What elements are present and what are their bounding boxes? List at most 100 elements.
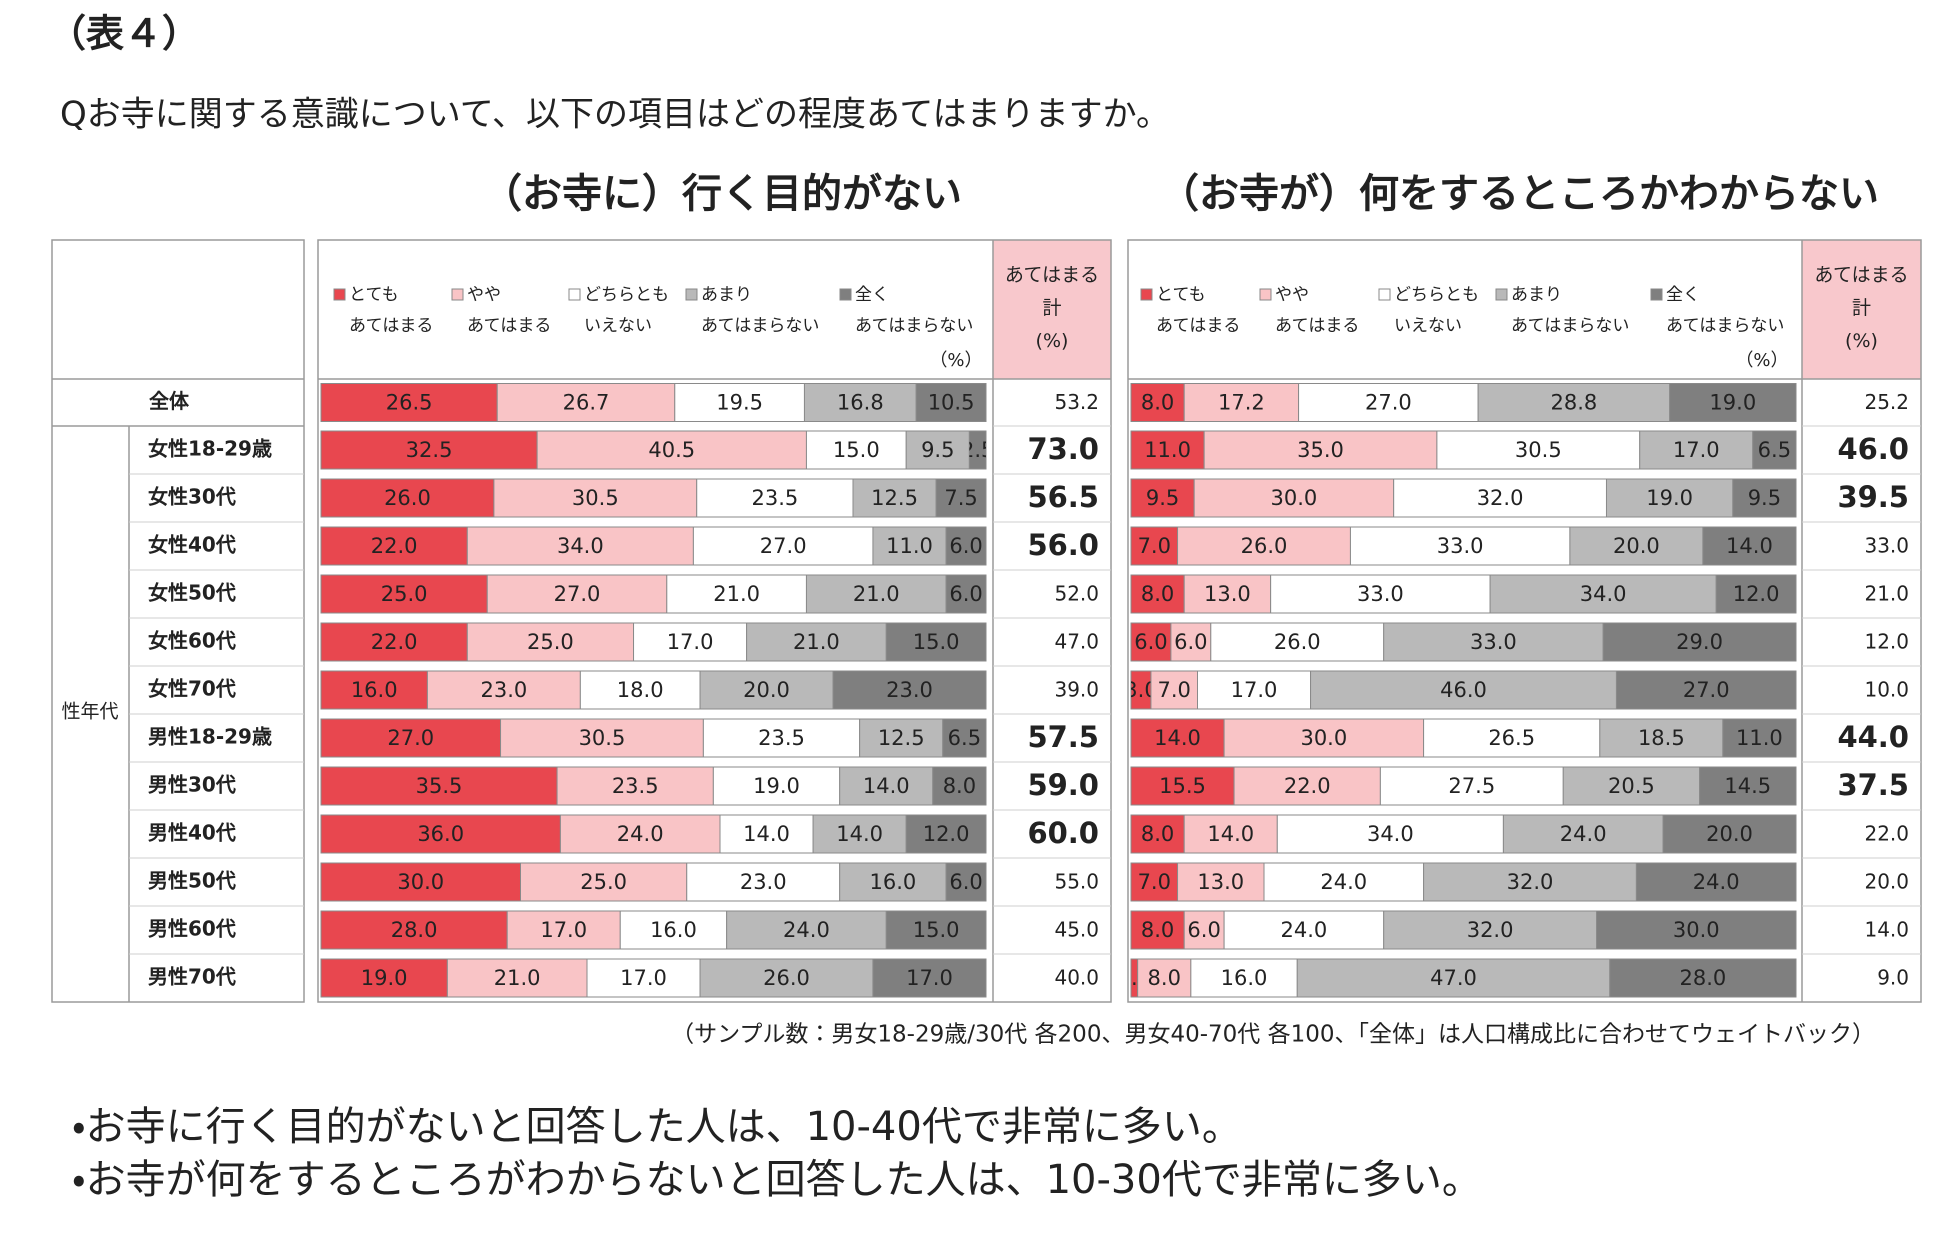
segment-label: 7.0 — [1138, 870, 1171, 894]
segment-label-clip: 10.5 — [928, 391, 975, 415]
segment-label: 6.0 — [949, 870, 982, 894]
segment-label: 32.0 — [1467, 918, 1514, 942]
bar-segment — [1669, 383, 1797, 422]
segment-label: 21.0 — [713, 582, 760, 606]
segment-label: 28.8 — [1551, 391, 1598, 415]
segment-label: 32.0 — [1477, 486, 1524, 510]
unit-label: （%） — [1735, 350, 1788, 371]
segment-label: 19.0 — [1709, 391, 1756, 415]
segment-label: 14.0 — [1726, 534, 1773, 558]
segment-label: 15.5 — [1159, 774, 1206, 798]
segment-label: 19.5 — [716, 391, 763, 415]
segment-label: 24.0 — [1560, 822, 1607, 846]
bar-segment — [932, 766, 987, 806]
segment-label: 16.0 — [1221, 966, 1268, 990]
segment-label-clip: 6.5 — [1758, 438, 1791, 462]
bar-segment — [1203, 430, 1438, 470]
bar-segment — [1699, 766, 1797, 806]
segment-label-clip: 8.0 — [1141, 822, 1174, 846]
segment-label: 46.0 — [1440, 678, 1487, 702]
question: Qお寺に関する意識について、以下の項目はどの程度あてはまりますか。 — [60, 95, 1170, 135]
segment-label: 30.5 — [579, 726, 626, 750]
legend-swatch — [333, 288, 346, 301]
segment-label-clip: 18.5 — [1638, 726, 1685, 750]
bar-segment — [320, 526, 468, 566]
segment-label-clip: 30.0 — [1673, 918, 1720, 942]
segment-label-clip: 19.0 — [1709, 391, 1756, 415]
segment-label-clip: 9.5 — [1146, 486, 1179, 510]
segment-label: 26.0 — [763, 966, 810, 990]
segment-label: 16.0 — [351, 678, 398, 702]
row-label: 男性50代 — [148, 869, 236, 893]
bar-segment — [935, 478, 987, 518]
segment-label: 27.0 — [554, 582, 601, 606]
legend-label: とてもあてはまる — [1156, 285, 1240, 336]
bar-segment — [1183, 383, 1300, 422]
bar-segment — [945, 526, 987, 566]
bar-segment — [805, 430, 907, 470]
bar-segment — [466, 526, 694, 566]
bar-segment — [1130, 574, 1185, 614]
segment-label: 12.5 — [878, 726, 925, 750]
segment-label: 11.0 — [1144, 438, 1191, 462]
segment-label-clip: 3.0 — [1131, 678, 1151, 702]
segment-label-clip: 16.0 — [351, 678, 398, 702]
total-value: 57.5 — [1027, 720, 1099, 754]
bar-segment — [719, 814, 814, 854]
bar-segment — [859, 718, 944, 758]
segment-label-clip: 23.0 — [886, 678, 933, 702]
segment-label: 30.5 — [572, 486, 619, 510]
bar-segment — [1605, 478, 1734, 518]
bar-segment — [1423, 718, 1601, 758]
segment-label: 6.5 — [1758, 438, 1791, 462]
segment-label-clip: 27.5 — [1448, 774, 1495, 798]
segment-label-clip: 24.0 — [1281, 918, 1328, 942]
segment-label: 19.0 — [753, 774, 800, 798]
bar-segment — [1130, 910, 1185, 950]
segment-label-clip: 28.0 — [391, 918, 438, 942]
segment-label: 20.0 — [1613, 534, 1660, 558]
segment-label: 26.0 — [1274, 630, 1321, 654]
total-value: 12.0 — [1864, 630, 1909, 654]
segment-label: 17.2 — [1218, 391, 1265, 415]
bar-segment — [1715, 574, 1797, 614]
segment-label-clip: 20.0 — [743, 678, 790, 702]
chart-box — [1127, 239, 1922, 1003]
segment-label-clip: 19.0 — [1646, 486, 1693, 510]
total-value: 45.0 — [1054, 918, 1099, 942]
bar-segment — [579, 670, 701, 710]
bar-segment — [1722, 718, 1797, 758]
segment-label-clip: 40.5 — [648, 438, 695, 462]
segment-label: 2.5 — [961, 438, 994, 462]
segment-label: 7.0 — [1138, 534, 1171, 558]
segment-label: 40.5 — [648, 438, 695, 462]
bar-segment — [320, 862, 521, 902]
total-value: 55.0 — [1054, 870, 1099, 894]
bar-segment — [1197, 670, 1312, 710]
segment-label-clip: 2.5 — [961, 438, 994, 462]
segment-label-clip: 23.0 — [740, 870, 787, 894]
bar-segment — [320, 766, 558, 806]
segment-label-clip: 16.0 — [870, 870, 917, 894]
bar-segment — [500, 718, 704, 758]
row-label: 男性60代 — [148, 917, 236, 941]
bar-segment — [493, 478, 698, 518]
segment-label: 17.0 — [1231, 678, 1278, 702]
bar-segment — [536, 430, 807, 470]
bar-segment — [1639, 430, 1754, 470]
total-value: 56.5 — [1027, 480, 1099, 514]
unit-label: （%） — [929, 350, 982, 371]
segment-label: 11.0 — [1736, 726, 1783, 750]
segment-label: 27.0 — [760, 534, 807, 558]
segment-label-clip: 6.0 — [949, 582, 982, 606]
bar-segment — [1210, 622, 1385, 662]
segment-label-clip: 11.0 — [886, 534, 933, 558]
segment-label: 14.0 — [1154, 726, 1201, 750]
segment-label-clip: 26.5 — [1488, 726, 1535, 750]
bar-segment — [1130, 622, 1172, 662]
segment-label: 8.0 — [1141, 582, 1174, 606]
segment-label: 27.0 — [1365, 391, 1412, 415]
segment-label-clip: 26.0 — [1241, 534, 1288, 558]
segment-label-clip: 17.0 — [540, 918, 587, 942]
